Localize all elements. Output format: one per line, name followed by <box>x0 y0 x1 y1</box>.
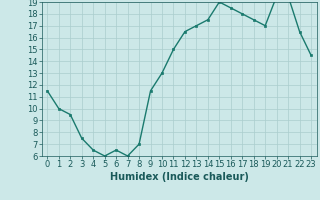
X-axis label: Humidex (Indice chaleur): Humidex (Indice chaleur) <box>110 172 249 182</box>
